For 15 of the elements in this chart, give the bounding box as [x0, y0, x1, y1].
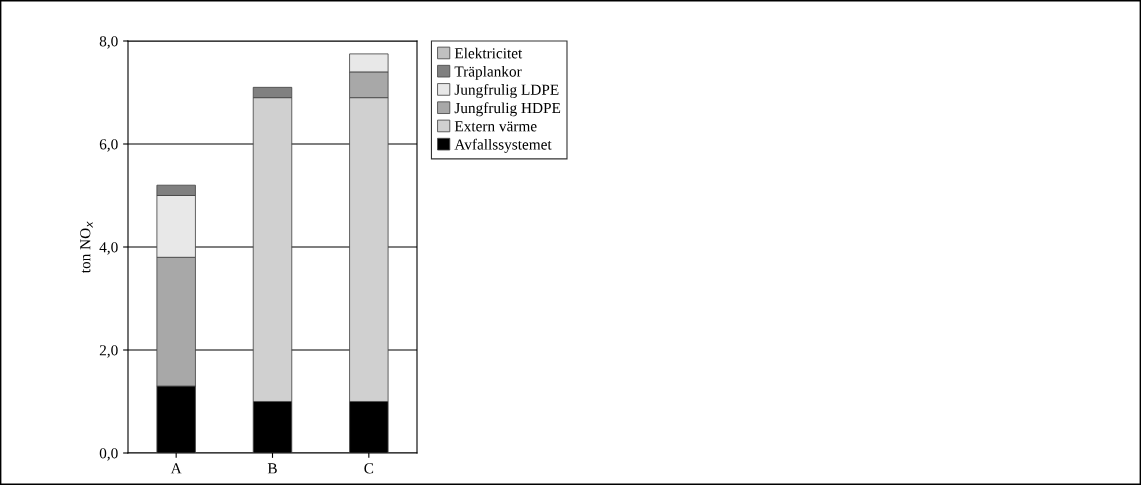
- y-tick-label: 2,0: [99, 345, 118, 358]
- y-tick-label: 0,0: [99, 448, 118, 461]
- x-tick-label: A: [170, 463, 182, 474]
- legend-label: Jungfrulig HDPE: [454, 102, 561, 117]
- x-tick-label: C: [364, 463, 374, 474]
- y-tick-label: 8,0: [99, 36, 118, 49]
- legend-label: Extern värme: [454, 121, 537, 132]
- legend-label: Träplankor: [454, 65, 522, 80]
- x-tick-label: B: [267, 463, 277, 474]
- y-tick-label: 4,0: [99, 242, 118, 255]
- legend-label: Elektricitet: [454, 47, 523, 59]
- legend-label: Jungfrulig LDPE: [454, 83, 559, 99]
- y-tick-label: 6,0: [99, 139, 118, 152]
- y-axis-title: ton NO$_{x}$: [80, 221, 93, 274]
- legend-label: Avfallssystemet: [454, 138, 552, 153]
